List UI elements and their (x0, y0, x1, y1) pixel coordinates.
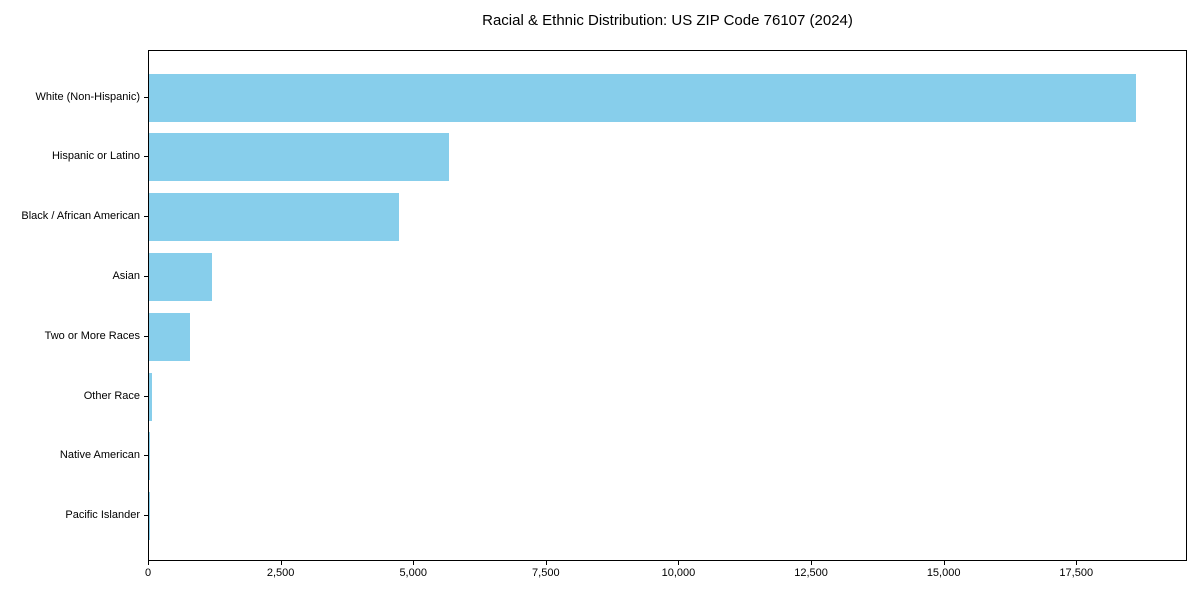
bar-white-non-hispanic (149, 73, 1136, 122)
bar-two-or-more-races (149, 312, 191, 361)
bar-pacific-islander (149, 492, 150, 541)
plot-area (148, 50, 1187, 561)
x-tick-label-12500: 12,500 (794, 567, 828, 579)
y-tick-label-native-american: Native American (59, 449, 140, 462)
y-tick (144, 275, 148, 277)
y-tick-label-pacific-islander: Pacific Islander (65, 509, 140, 522)
x-tick-label-7500: 7,500 (532, 567, 560, 579)
x-tick-label-2500: 2,500 (266, 567, 295, 579)
y-tick (144, 156, 148, 158)
x-tick (545, 561, 547, 565)
bar-black-african-american (149, 193, 399, 242)
y-tick-label-asian: Asian (112, 269, 140, 282)
y-tick (144, 455, 148, 457)
y-tick-label-black-african-american: Black / African American (21, 210, 140, 223)
y-tick (144, 395, 148, 397)
y-tick-label-other-race: Other Race (83, 389, 140, 402)
bar-hispanic-or-latino (149, 133, 449, 182)
x-tick-label-17500: 17,500 (1059, 567, 1094, 579)
x-tick-label-5000: 5,000 (399, 567, 427, 579)
y-tick-label-hispanic-or-latino: Hispanic or Latino (51, 150, 140, 163)
x-tick-label-0: 0 (144, 567, 152, 579)
bars-layer (149, 51, 1186, 560)
x-tick (148, 561, 149, 565)
x-tick (678, 561, 680, 565)
x-tick (1076, 561, 1078, 565)
y-tick (144, 216, 148, 218)
x-tick (280, 561, 282, 565)
y-tick-label-two-or-more-races: Two or More Races (44, 329, 140, 342)
chart-title: Racial & Ethnic Distribution: US ZIP Cod… (482, 12, 853, 29)
y-tick-label-white-non-hispanic: White (Non-Hispanic) (35, 90, 140, 103)
x-tick (943, 561, 945, 565)
bar-other-race (149, 372, 153, 421)
y-tick (144, 335, 148, 337)
x-tick (811, 561, 813, 565)
bar-asian (149, 252, 213, 301)
x-tick-label-15000: 15,000 (926, 567, 961, 579)
x-tick-label-10000: 10,000 (661, 567, 696, 579)
x-tick (413, 561, 415, 565)
y-tick (144, 96, 148, 98)
y-tick (144, 515, 148, 517)
bar-native-american (149, 432, 151, 481)
